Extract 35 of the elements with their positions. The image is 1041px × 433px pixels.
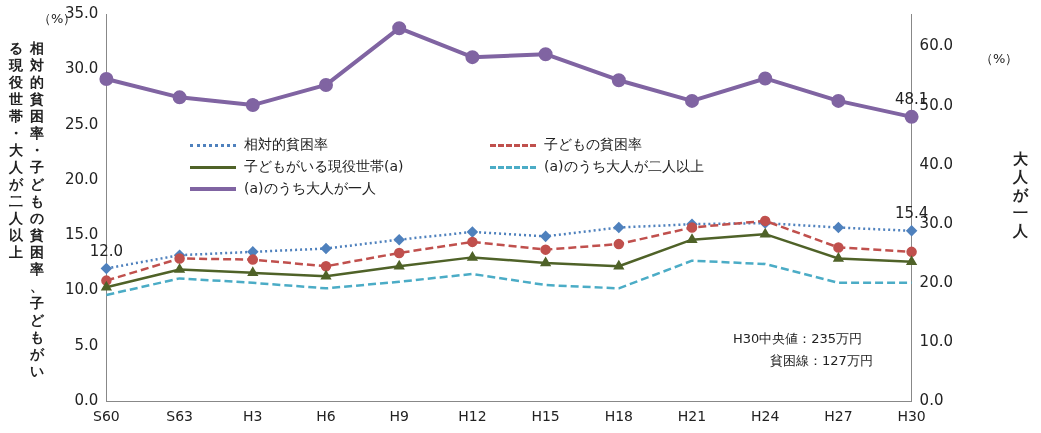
x-tick-label: H9 bbox=[389, 408, 409, 425]
y-tick-label: 30.0 bbox=[64, 59, 99, 78]
x-tick-label: H3 bbox=[243, 408, 263, 425]
x-tick-label: S60 bbox=[93, 408, 120, 425]
x-tick-label: H6 bbox=[316, 408, 336, 425]
y2-tick-label: 40.0 bbox=[919, 154, 954, 173]
y2-tick-label: 10.0 bbox=[919, 331, 954, 350]
data-label: 12.0 bbox=[89, 241, 124, 260]
legend-label: (a)のうち大人が二人以上 bbox=[544, 158, 704, 176]
x-tick-label: H30 bbox=[897, 408, 926, 425]
legend-label: 子どもがいる現役世帯(a) bbox=[244, 158, 404, 176]
legend-label: (a)のうち大人が一人 bbox=[244, 180, 376, 198]
x-tick-label: H27 bbox=[824, 408, 853, 425]
x-tick-label: S63 bbox=[166, 408, 193, 425]
y2-tick-label: 0.0 bbox=[919, 391, 944, 410]
legend-label: 子どもの貧困率 bbox=[544, 136, 642, 154]
legend-label: 相対的貧困率 bbox=[244, 136, 328, 154]
annotation: 貧困線：127万円 bbox=[770, 352, 873, 370]
x-tick-label: H18 bbox=[604, 408, 633, 425]
y2-tick-label: 20.0 bbox=[919, 272, 954, 291]
y-tick-label: 5.0 bbox=[74, 335, 99, 354]
x-tick-label: H24 bbox=[751, 408, 780, 425]
y2-axis-title: 大人が一人 bbox=[1012, 150, 1029, 240]
y-tick-label: 0.0 bbox=[74, 391, 99, 410]
y-tick-label: 15.0 bbox=[64, 225, 99, 244]
text: 相対的貧困率・子どもの貧困率、子どもがいる現役世帯・大人が二人以上 bbox=[8, 40, 44, 379]
x-tick-label: H21 bbox=[677, 408, 707, 425]
annotation: H30中央値：235万円 bbox=[733, 330, 863, 348]
x-tick-label: H12 bbox=[458, 408, 487, 425]
y-tick-label: 25.0 bbox=[64, 114, 99, 133]
text: （%） bbox=[980, 50, 1019, 68]
y-tick-label: 20.0 bbox=[64, 169, 99, 188]
y2-tick-label: 60.0 bbox=[919, 36, 954, 55]
y-tick-label: 10.0 bbox=[64, 280, 99, 299]
x-tick-label: H15 bbox=[531, 408, 560, 425]
